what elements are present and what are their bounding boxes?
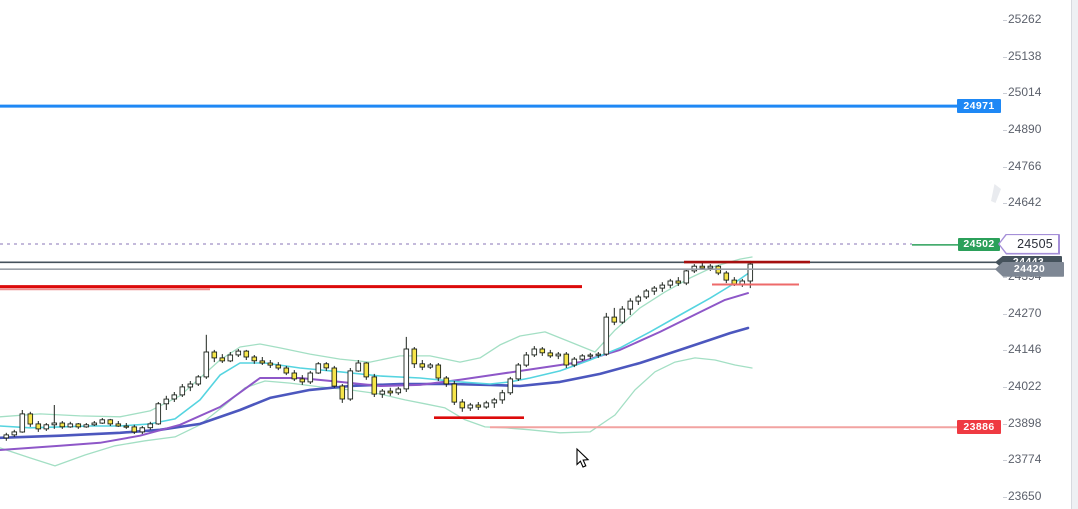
- candlestick-series[interactable]: [3, 260, 754, 441]
- axis-tick-label: 24890: [1002, 122, 1042, 137]
- axis-tick-label: 24022: [1002, 378, 1042, 393]
- right-gutter: [1071, 0, 1078, 509]
- axis-tick-label: 24642: [1002, 195, 1042, 210]
- bollinger-basis-cyan[interactable]: [0, 271, 751, 429]
- gray-artifact-shape: [991, 184, 1001, 203]
- price-alert-box[interactable]: 24505: [998, 233, 1060, 255]
- bollinger-lower-band[interactable]: [0, 357, 753, 467]
- axis-tick-label: 24270: [1002, 305, 1042, 320]
- price-alert-box-text: 24505: [1017, 236, 1053, 251]
- price-label-gray[interactable]: 24420: [995, 261, 1064, 277]
- axis-tick-label: 24146: [1002, 342, 1042, 357]
- axis-tick-label: 23898: [1002, 415, 1042, 430]
- price-label-green-text: 24502: [963, 238, 995, 251]
- price-label-blue[interactable]: 24971: [957, 99, 1001, 114]
- mouse-cursor-pointer: [576, 447, 590, 468]
- price-alert-box-fill: [999, 235, 1059, 253]
- ma-purple-medium[interactable]: [0, 292, 749, 451]
- axis-tick-label: 25138: [1002, 48, 1042, 63]
- axis-tick-label: 25014: [1002, 85, 1042, 100]
- axis-tick-label: 23650: [1002, 489, 1042, 503]
- price-label-red-text: 23886: [963, 421, 995, 434]
- axis-tick-label: 25262: [1002, 12, 1042, 26]
- axis-tick-label: 23774: [1002, 452, 1042, 467]
- axis-tick-label: 24766: [1002, 158, 1042, 173]
- price-label-green[interactable]: 24502: [958, 238, 1000, 252]
- price-label-blue-text: 24971: [963, 100, 995, 113]
- price-label-gray-text: 24420: [1013, 262, 1046, 275]
- price-axis[interactable]: 2526225138250142489024766246422451824394…: [1002, 0, 1072, 509]
- price-label-red[interactable]: 23886: [957, 420, 1001, 435]
